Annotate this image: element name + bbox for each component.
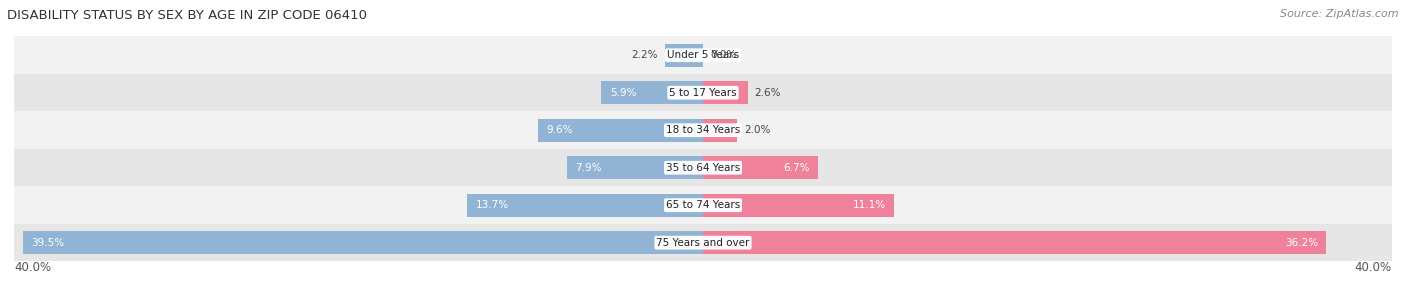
Text: 39.5%: 39.5% xyxy=(31,238,65,248)
Text: 65 to 74 Years: 65 to 74 Years xyxy=(666,200,740,210)
Bar xyxy=(14,224,1392,261)
Bar xyxy=(22,231,703,254)
Text: 36.2%: 36.2% xyxy=(1285,238,1317,248)
Text: 6.7%: 6.7% xyxy=(783,163,810,173)
Bar xyxy=(14,149,1392,186)
Text: 2.6%: 2.6% xyxy=(755,88,782,98)
Text: DISABILITY STATUS BY SEX BY AGE IN ZIP CODE 06410: DISABILITY STATUS BY SEX BY AGE IN ZIP C… xyxy=(7,9,367,22)
Bar xyxy=(14,112,1392,149)
Text: 5.9%: 5.9% xyxy=(610,88,637,98)
Text: 75 Years and over: 75 Years and over xyxy=(657,238,749,248)
Bar xyxy=(14,36,1392,74)
Text: 5 to 17 Years: 5 to 17 Years xyxy=(669,88,737,98)
Bar xyxy=(537,119,703,142)
Text: 40.0%: 40.0% xyxy=(1355,261,1392,275)
Text: 11.1%: 11.1% xyxy=(852,200,886,210)
Bar xyxy=(703,119,738,142)
Text: 2.0%: 2.0% xyxy=(744,125,770,135)
Text: 18 to 34 Years: 18 to 34 Years xyxy=(666,125,740,135)
Text: 35 to 64 Years: 35 to 64 Years xyxy=(666,163,740,173)
Bar xyxy=(467,194,703,217)
Bar xyxy=(602,81,703,104)
Text: 7.9%: 7.9% xyxy=(575,163,602,173)
Bar xyxy=(703,231,1326,254)
Bar xyxy=(14,74,1392,112)
Text: 2.2%: 2.2% xyxy=(631,50,658,60)
Bar xyxy=(703,194,894,217)
Bar xyxy=(665,43,703,67)
Text: Source: ZipAtlas.com: Source: ZipAtlas.com xyxy=(1281,9,1399,19)
Bar xyxy=(703,156,818,179)
Bar xyxy=(567,156,703,179)
Text: 9.6%: 9.6% xyxy=(547,125,572,135)
Bar xyxy=(703,81,748,104)
Bar xyxy=(14,186,1392,224)
Text: Under 5 Years: Under 5 Years xyxy=(666,50,740,60)
Text: 13.7%: 13.7% xyxy=(475,200,509,210)
Text: 40.0%: 40.0% xyxy=(14,261,51,275)
Text: 0.0%: 0.0% xyxy=(710,50,737,60)
